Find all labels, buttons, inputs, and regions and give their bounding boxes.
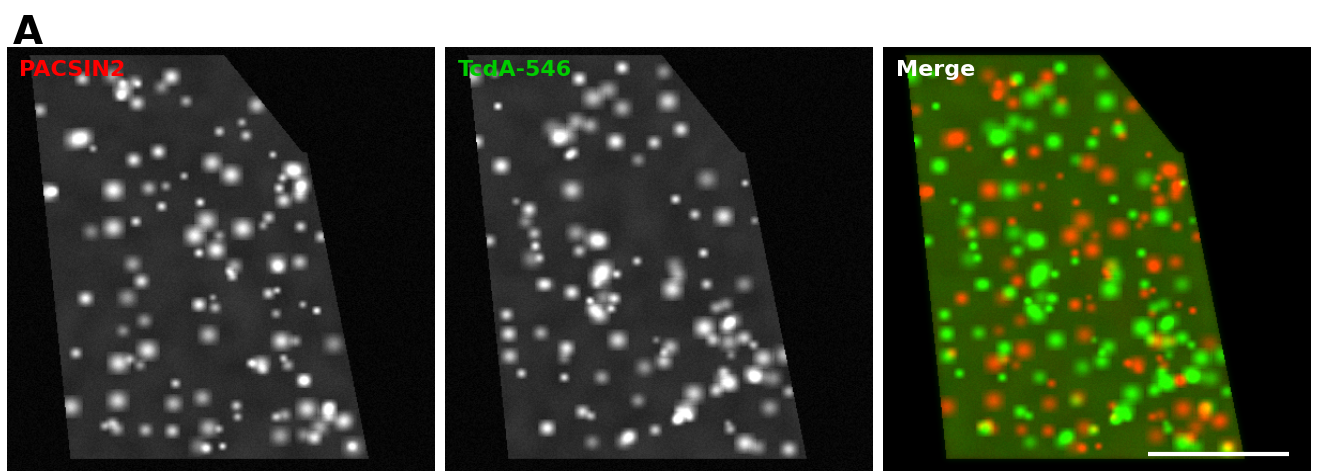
Text: TcdA-546: TcdA-546 (457, 60, 572, 80)
Text: A: A (13, 14, 43, 52)
Text: PACSIN2: PACSIN2 (20, 60, 125, 80)
Text: Merge: Merge (896, 60, 975, 80)
